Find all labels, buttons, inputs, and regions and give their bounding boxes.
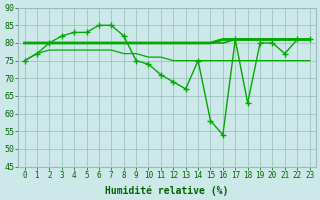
X-axis label: Humidité relative (%): Humidité relative (%) [105, 185, 229, 196]
